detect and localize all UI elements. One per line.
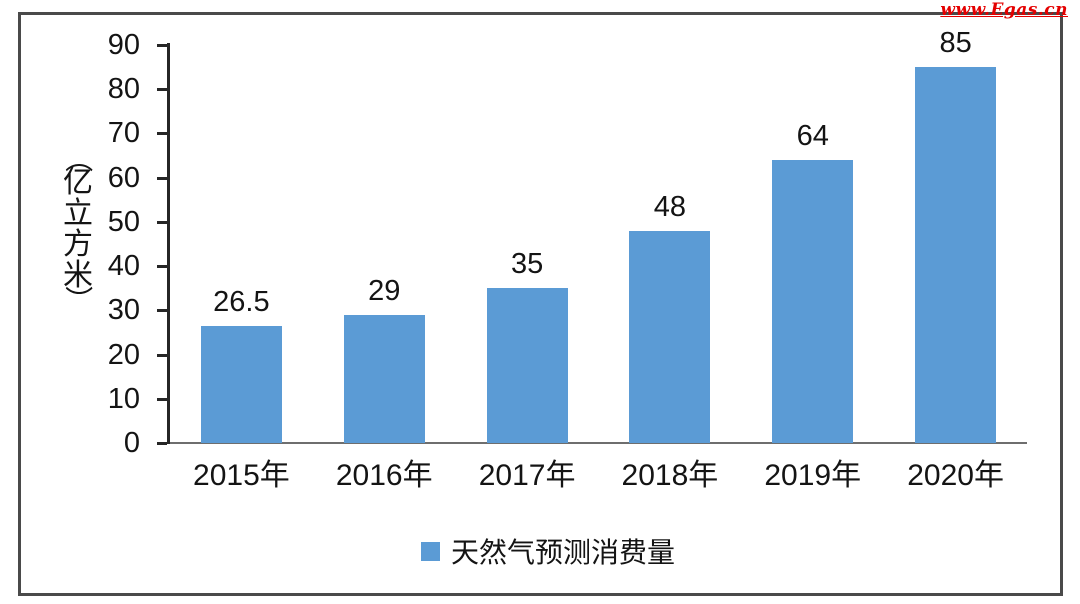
bar-value-label: 35 bbox=[510, 248, 544, 281]
y-tick-label: 60 bbox=[107, 161, 140, 194]
y-tick-label: 40 bbox=[107, 250, 140, 283]
y-tick-mark bbox=[157, 176, 167, 180]
y-axis-title-paren: （ bbox=[62, 144, 94, 173]
y-axis-title-char: 亿 bbox=[63, 166, 93, 199]
legend-swatch-icon bbox=[420, 541, 440, 561]
y-tick-mark bbox=[157, 397, 167, 401]
legend-label: 天然气预测消费量 bbox=[450, 537, 675, 568]
y-tick-label: 70 bbox=[107, 117, 140, 150]
y-tick-mark bbox=[157, 44, 167, 47]
bar-2015年 bbox=[200, 325, 282, 443]
x-axis-line bbox=[167, 442, 1027, 444]
y-tick-mark bbox=[157, 220, 167, 224]
x-tick-label: 2019年 bbox=[764, 459, 862, 492]
bar-2016年 bbox=[343, 314, 425, 443]
y-tick-label: 30 bbox=[107, 294, 140, 327]
y-tick-mark bbox=[157, 353, 167, 357]
bar-2018年 bbox=[629, 230, 711, 443]
y-tick-mark bbox=[157, 132, 167, 136]
legend: 天然气预测消费量 bbox=[8, 531, 1080, 571]
x-tick-label: 2015年 bbox=[193, 459, 290, 492]
bar-value-label: 29 bbox=[368, 274, 401, 307]
y-axis-title-char: 米 bbox=[63, 259, 93, 292]
y-tick-label: 0 bbox=[123, 427, 140, 459]
watermark: www.Egas.cn bbox=[940, 0, 1068, 20]
y-tick-label: 80 bbox=[107, 73, 140, 106]
y-tick-label: 90 bbox=[107, 29, 140, 61]
y-tick-label: 10 bbox=[107, 382, 140, 415]
x-tick-label: 2017年 bbox=[478, 459, 576, 492]
bar-value-label: 26.5 bbox=[213, 285, 270, 318]
y-tick-mark bbox=[157, 265, 167, 269]
x-tick-label: 2018年 bbox=[621, 459, 719, 492]
bar-value-label: 85 bbox=[939, 27, 972, 60]
y-axis-line bbox=[167, 43, 170, 444]
x-tick-label: 2020年 bbox=[907, 459, 1004, 492]
bar-2017年 bbox=[486, 288, 568, 443]
bar-value-label: 64 bbox=[796, 119, 829, 152]
y-axis-title: （亿立方米） bbox=[56, 144, 100, 313]
y-tick-mark bbox=[157, 309, 167, 313]
bar-2019年 bbox=[772, 159, 854, 443]
y-axis-title-char: 立 bbox=[63, 197, 93, 230]
y-tick-mark bbox=[157, 88, 167, 92]
bar-value-label: 48 bbox=[653, 190, 687, 223]
y-tick-label: 50 bbox=[107, 205, 140, 238]
bar-2020年 bbox=[915, 67, 997, 443]
y-tick-label: 20 bbox=[107, 338, 140, 371]
y-tick-mark bbox=[157, 442, 167, 445]
x-tick-label: 2016年 bbox=[335, 459, 433, 492]
y-axis-title-paren: ） bbox=[62, 285, 94, 314]
y-axis-title-char: 方 bbox=[63, 228, 93, 261]
